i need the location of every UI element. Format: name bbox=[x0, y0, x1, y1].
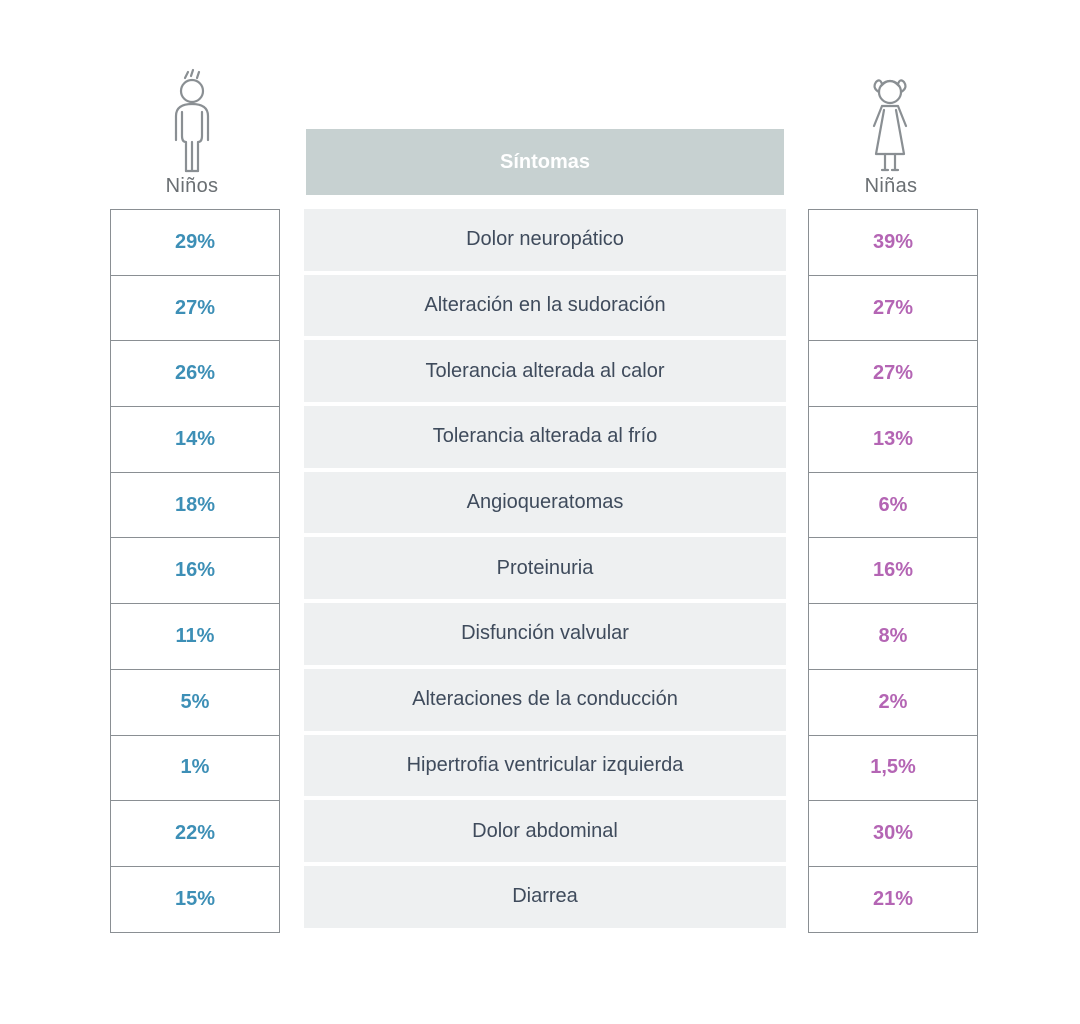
girls-value-cell: 2% bbox=[808, 669, 978, 736]
symptom-cell: Proteinuria bbox=[304, 537, 786, 600]
symptom-cell: Alteración en la sudoración bbox=[304, 274, 786, 337]
symptom-cell: Diarrea bbox=[304, 865, 786, 928]
girls-value-cell: 30% bbox=[808, 801, 978, 867]
girls-value-cell: 16% bbox=[808, 538, 978, 605]
symptom-cell: Disfunción valvular bbox=[304, 603, 786, 665]
girls-label: Niñas bbox=[864, 175, 918, 197]
boys-value-cell: 22% bbox=[110, 801, 280, 867]
girls-values-column: 39% 27% 27% 13% 6% 16% 8% 2% 1,5% 30% 21% bbox=[808, 209, 978, 933]
symptom-cell: Dolor neuropático bbox=[304, 209, 786, 271]
girls-value-cell: 6% bbox=[808, 472, 978, 539]
girls-value-cell: 27% bbox=[808, 275, 978, 342]
symptoms-header: Síntomas bbox=[306, 129, 784, 195]
girls-value-cell: 39% bbox=[808, 209, 978, 276]
symptoms-column: Dolor neuropático Alteración en la sudora… bbox=[304, 209, 786, 932]
boys-value-cell: 16% bbox=[110, 538, 280, 605]
boys-value-cell: 5% bbox=[110, 669, 280, 736]
boys-value-cell: 18% bbox=[110, 472, 280, 539]
boys-label: Niños bbox=[165, 175, 219, 197]
symptom-cell: Hipertrofia ventricular izquierda bbox=[304, 734, 786, 797]
girls-value-cell: 13% bbox=[808, 407, 978, 473]
boys-value-cell: 26% bbox=[110, 341, 280, 408]
boys-value-cell: 29% bbox=[110, 209, 280, 276]
boy-icon bbox=[164, 66, 220, 176]
symptom-cell: Alteraciones de la conducción bbox=[304, 668, 786, 731]
symptom-cell: Tolerancia alterada al calor bbox=[304, 340, 786, 403]
symptom-cell: Dolor abdominal bbox=[304, 800, 786, 862]
boys-value-cell: 27% bbox=[110, 275, 280, 342]
girl-icon bbox=[862, 66, 918, 176]
boys-value-cell: 11% bbox=[110, 604, 280, 670]
girls-value-cell: 1,5% bbox=[808, 735, 978, 802]
girls-value-cell: 21% bbox=[808, 866, 978, 933]
boys-values-column: 29% 27% 26% 14% 18% 16% 11% 5% 1% 22% 15% bbox=[110, 209, 280, 933]
boys-value-cell: 14% bbox=[110, 407, 280, 473]
symptom-cell: Angioqueratomas bbox=[304, 471, 786, 534]
girls-value-cell: 27% bbox=[808, 341, 978, 408]
boys-value-cell: 15% bbox=[110, 866, 280, 933]
boys-value-cell: 1% bbox=[110, 735, 280, 802]
girls-value-cell: 8% bbox=[808, 604, 978, 670]
symptom-cell: Tolerancia alterada al frío bbox=[304, 406, 786, 468]
